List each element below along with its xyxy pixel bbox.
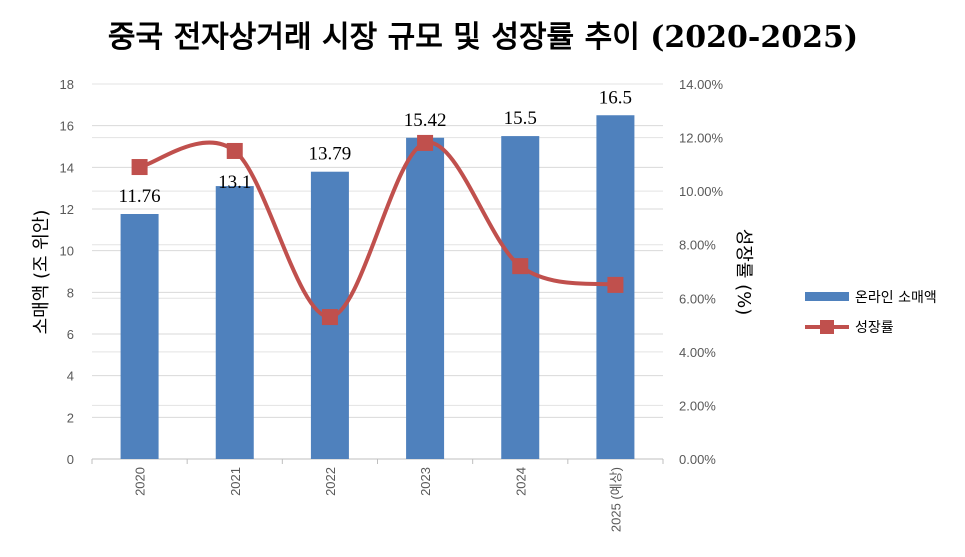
data-label: 13.1 [218, 172, 251, 193]
growth-line [131, 134, 624, 326]
y-right-tick-label: 6.00% [679, 291, 716, 306]
chart-title: 중국 전자상거래 시장 규모 및 성장률 추이 (2020-2025) [108, 20, 858, 55]
growth-marker [417, 134, 434, 151]
y-right-tick-label: 2.00% [679, 398, 716, 413]
x-axis-ticks: 2020 2021 2022 2023 2024 2025 (예상) [133, 467, 624, 532]
x-tick-label: 2024 [513, 467, 528, 496]
y-right-tick-label: 14.00% [679, 77, 724, 92]
bar [120, 214, 159, 459]
left-axis-ticks: 0 2 4 6 8 10 12 14 16 18 [60, 77, 74, 467]
y-tick-label: 14 [60, 160, 74, 175]
legend-marker [820, 320, 834, 334]
bars [120, 115, 635, 460]
y-tick-label: 12 [60, 202, 74, 217]
y-tick-label: 10 [60, 244, 74, 259]
data-label: 15.5 [504, 108, 537, 129]
x-tick-label: 2022 [323, 467, 338, 496]
y-tick-label: 8 [67, 285, 74, 300]
legend: 온라인 소매액 성장률 [805, 290, 937, 336]
y-right-tick-label: 8.00% [679, 238, 716, 253]
growth-marker [131, 159, 148, 176]
growth-marker [321, 309, 338, 326]
gridlines [91, 83, 664, 464]
legend-swatch-bar [805, 292, 849, 301]
growth-line-path [137, 140, 618, 320]
x-tick-label: 2021 [228, 467, 243, 496]
y-right-tick-label: 0.00% [679, 452, 716, 467]
y-tick-label: 2 [67, 410, 74, 425]
x-tick-label: 2023 [418, 467, 433, 496]
y-axis-right-title: 성장률 (%) [733, 229, 754, 316]
data-label: 11.76 [119, 186, 161, 207]
y-tick-label: 0 [67, 452, 74, 467]
data-label: 16.5 [599, 87, 632, 108]
right-axis-ticks: 0.00% 2.00% 4.00% 6.00% 8.00% 10.00% 12.00% 14.… [679, 77, 724, 467]
y-tick-label: 16 [60, 119, 74, 134]
growth-marker [607, 276, 624, 293]
x-tick-label: 2020 [133, 467, 148, 496]
data-labels: 11.76 13.1 13.79 15.42 15.5 16.5 [119, 87, 632, 207]
y-tick-label: 6 [67, 327, 74, 342]
y-right-tick-label: 12.00% [679, 131, 724, 146]
bar [501, 136, 540, 460]
data-label: 13.79 [309, 144, 352, 165]
legend-label-bar: 온라인 소매액 [855, 290, 937, 306]
y-axis-title: 소매액 (조 위안) [31, 210, 52, 335]
y-tick-label: 4 [67, 369, 74, 384]
x-tick-label: 2025 (예상) [608, 467, 623, 532]
bar [406, 137, 445, 459]
y-right-tick-label: 4.00% [679, 345, 716, 360]
y-tick-label: 18 [60, 77, 74, 92]
data-label: 15.42 [404, 110, 447, 131]
bar [215, 186, 254, 460]
growth-marker [226, 142, 243, 159]
legend-label-line: 성장률 [855, 320, 894, 336]
y-right-tick-label: 10.00% [679, 184, 724, 199]
growth-marker [512, 258, 529, 275]
